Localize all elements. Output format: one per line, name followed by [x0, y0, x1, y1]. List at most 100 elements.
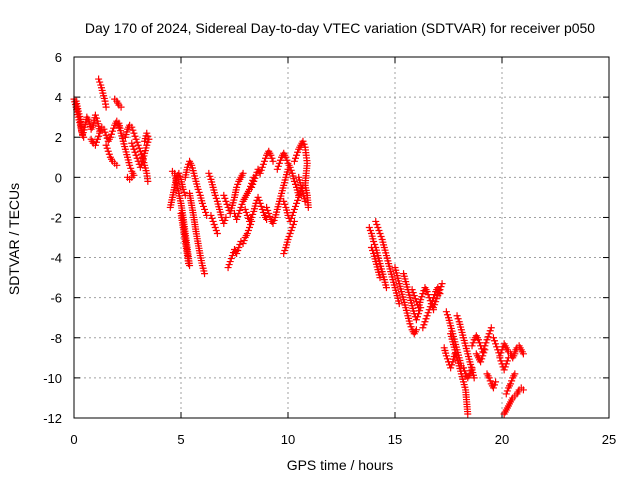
data-point [420, 321, 428, 329]
y-tick-label: -4 [50, 251, 62, 266]
data-point [480, 349, 488, 357]
data-point [497, 357, 505, 365]
data-point [371, 241, 379, 249]
data-point [223, 200, 231, 208]
data-point [117, 103, 125, 111]
data-point [407, 323, 415, 331]
data-point [136, 163, 144, 171]
data-point [109, 127, 117, 135]
data-point [468, 342, 476, 350]
y-tick-label: 6 [55, 50, 62, 65]
data-point [284, 236, 292, 244]
x-axis-label: GPS time / hours [287, 457, 394, 473]
data-point [493, 343, 501, 351]
data-point [467, 367, 475, 375]
data-point [417, 296, 425, 304]
data-point [377, 232, 385, 240]
data-point [267, 151, 275, 159]
data-point [442, 352, 450, 360]
axis-ticks: 0 5 10 15 20 25 -12 -10 -8 -6 -4 -2 0 2 4 6 [43, 50, 616, 447]
data-point [131, 132, 139, 140]
data-point [269, 157, 277, 165]
data-point [184, 260, 192, 268]
data-point [236, 241, 244, 249]
y-axis-label: SDTVAR / TECUs [6, 183, 22, 295]
data-point [262, 154, 270, 162]
data-point [459, 364, 467, 372]
data-point [198, 199, 206, 207]
data-point [268, 154, 276, 162]
data-point [264, 206, 272, 214]
data-point [250, 177, 258, 185]
data-point [376, 229, 384, 237]
data-point [274, 162, 282, 170]
data-point [259, 160, 267, 168]
data-point [221, 216, 229, 224]
data-point [135, 144, 143, 152]
data-point [194, 185, 202, 193]
data-point [91, 111, 99, 119]
data-point [290, 157, 298, 165]
data-point [238, 200, 246, 208]
data-point [201, 205, 209, 213]
data-point [79, 130, 87, 138]
data-point [423, 288, 431, 296]
data-point [265, 209, 273, 217]
data-point [235, 244, 243, 252]
data-point [431, 291, 439, 299]
grid-lines [74, 57, 609, 418]
data-point [411, 295, 419, 303]
data-point [382, 284, 390, 292]
data-point [301, 197, 309, 205]
data-point [508, 377, 516, 385]
data-point [447, 364, 455, 372]
data-point [183, 163, 191, 171]
data-point [477, 358, 485, 366]
data-point [180, 188, 188, 196]
y-tick-label: 0 [55, 170, 62, 185]
data-point [240, 237, 248, 245]
y-tick-label: -2 [50, 210, 62, 225]
data-point [296, 190, 304, 198]
data-point [519, 386, 527, 394]
data-point [435, 289, 443, 297]
data-point [105, 150, 113, 158]
data-point [503, 387, 511, 395]
data-point [283, 156, 291, 164]
data-point [266, 212, 274, 220]
data-point [419, 290, 427, 298]
data-point [199, 202, 207, 210]
data-point [289, 208, 297, 216]
data-point [91, 141, 99, 149]
data-point [485, 330, 493, 338]
data-point [294, 148, 302, 156]
data-point [501, 363, 509, 371]
data-point [133, 154, 141, 162]
data-point [129, 126, 137, 134]
data-point [257, 202, 265, 210]
data-point [221, 194, 229, 202]
data-point [179, 185, 187, 193]
data-point [421, 318, 429, 326]
data-point [143, 141, 151, 149]
data-point [423, 312, 431, 320]
data-point [222, 197, 230, 205]
y-tick-label: 4 [55, 90, 62, 105]
data-point [269, 219, 277, 227]
data-point [209, 217, 217, 225]
data-point [225, 261, 233, 269]
data-point [259, 208, 267, 216]
data-point [293, 151, 301, 159]
data-point [502, 390, 510, 398]
data-point [424, 291, 432, 299]
data-point [273, 165, 281, 173]
data-point [476, 339, 484, 347]
data-point [97, 126, 105, 134]
data-point [375, 226, 383, 234]
data-point [373, 220, 381, 228]
data-point [408, 286, 416, 294]
data-point [410, 292, 418, 300]
data-point [433, 295, 441, 303]
data-point [249, 210, 257, 218]
data-point [291, 180, 299, 188]
